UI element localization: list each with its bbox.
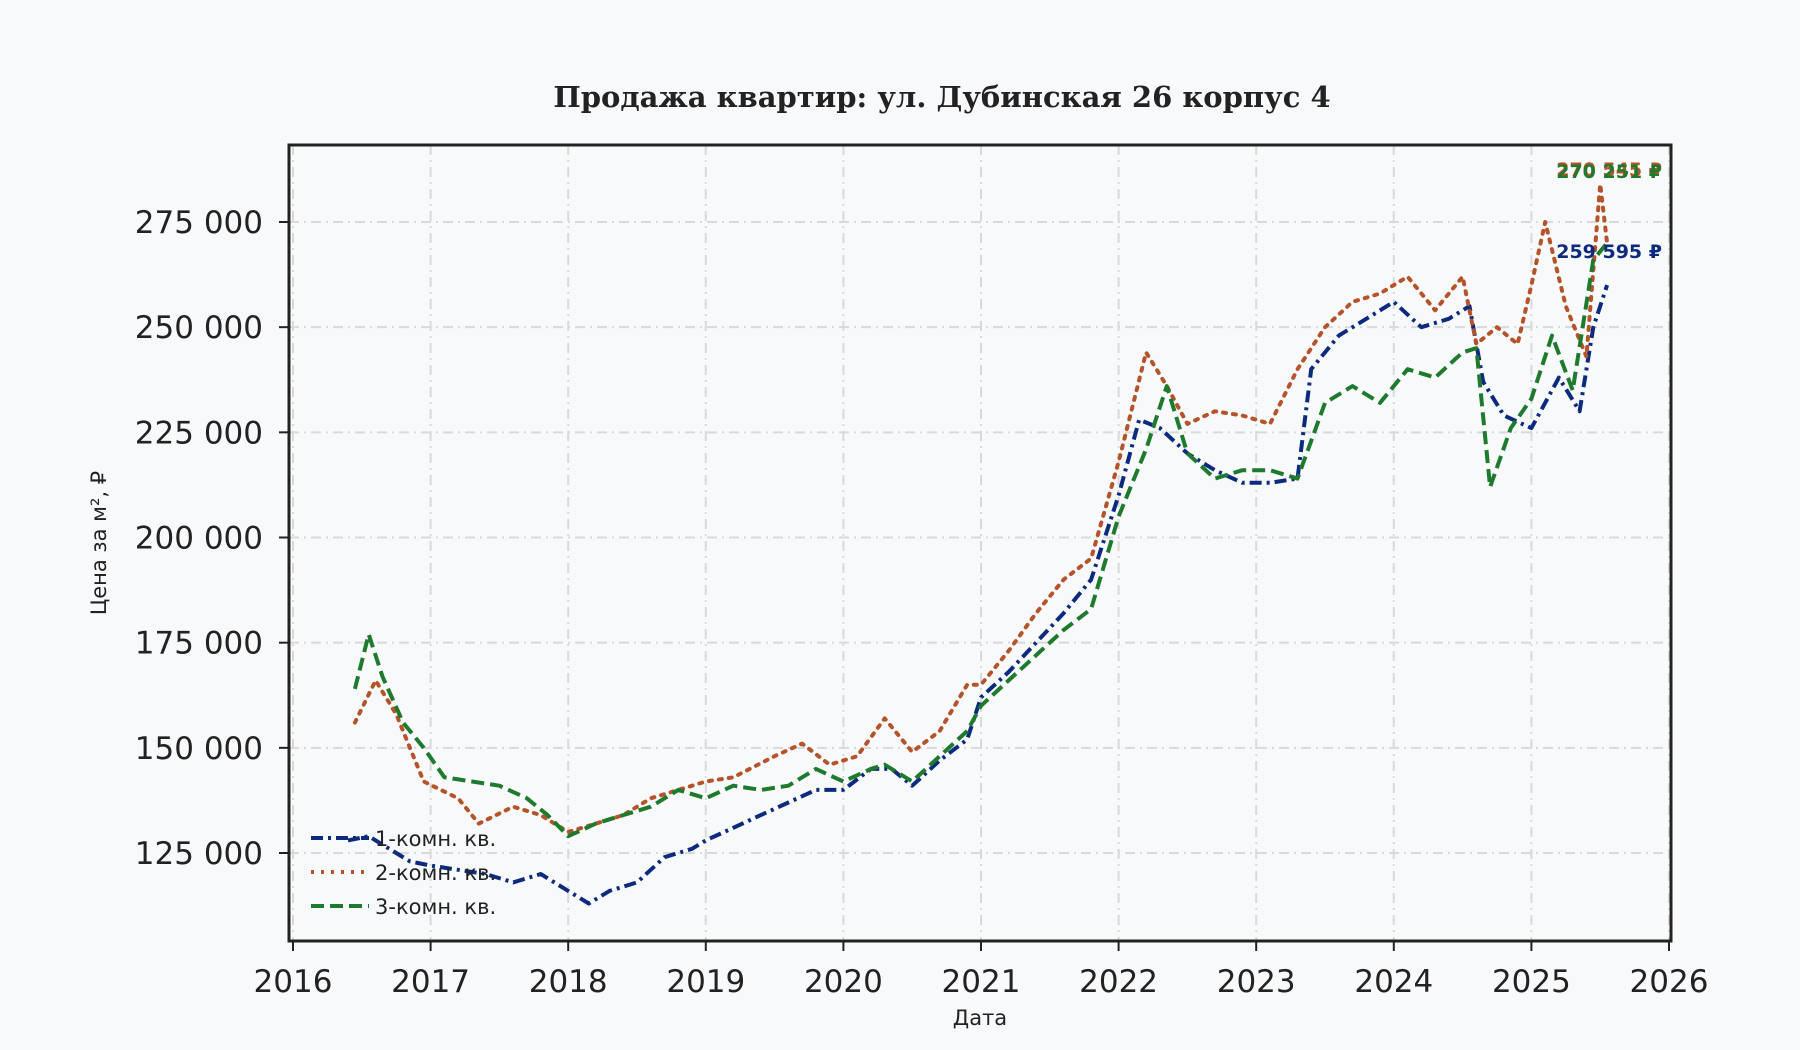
x-tick-label: 2021 (942, 964, 1021, 1000)
x-tick-label: 2025 (1492, 964, 1571, 1000)
y-tick-label: 200 000 (135, 521, 263, 557)
y-tick-label: 225 000 (135, 415, 263, 451)
x-tick-label: 2023 (1217, 964, 1296, 1000)
end-label-2: 270 545 ₽ (1556, 159, 1662, 181)
x-tick-label: 2019 (666, 964, 745, 1000)
legend-label-1: 1-комн. кв. (375, 827, 496, 851)
y-tick-label: 250 000 (135, 310, 263, 346)
x-tick-label: 2026 (1630, 964, 1709, 1000)
x-tick-label: 2024 (1354, 964, 1433, 1000)
chart-title: Продажа квартир: ул. Дубинская 26 корпус… (553, 80, 1330, 114)
x-tick-label: 2022 (1079, 964, 1158, 1000)
gridlines (289, 145, 1671, 941)
x-tick-label: 2016 (254, 964, 333, 1000)
legend-label-3: 3-комн. кв. (375, 895, 496, 919)
x-axis-ticks: 2016 2017 2018 2019 2020 2021 2022 2023 2024 2025… (254, 941, 1709, 1000)
series-line-3 (352, 241, 1609, 839)
y-axis-label: Цена за м², ₽ (87, 471, 111, 615)
series-line-2 (352, 182, 1610, 834)
series-lines (347, 182, 1610, 906)
end-label-1: 259 595 ₽ (1556, 241, 1662, 263)
y-tick-label: 275 000 (135, 205, 263, 241)
y-axis-ticks: 125 000 150 000 175 000 200 000 225 000 250 0… (135, 205, 289, 872)
legend-label-2: 2-комн. кв. (375, 861, 496, 885)
end-labels: 259 595 ₽ 270 545 ₽270 251 ₽ (1556, 159, 1662, 263)
series-line-1 (347, 284, 1610, 906)
x-axis-label: Дата (953, 1006, 1007, 1030)
x-tick-label: 2018 (529, 964, 608, 1000)
y-tick-label: 150 000 (135, 731, 263, 767)
x-tick-label: 2020 (804, 964, 883, 1000)
legend: 1-комн. кв. 2-комн. кв. 3-комн. кв. (311, 827, 496, 919)
end-label-3: 270 251 ₽ (1556, 161, 1662, 183)
x-tick-label: 2017 (391, 964, 470, 1000)
y-tick-label: 175 000 (135, 626, 263, 662)
y-tick-label: 125 000 (135, 836, 263, 872)
